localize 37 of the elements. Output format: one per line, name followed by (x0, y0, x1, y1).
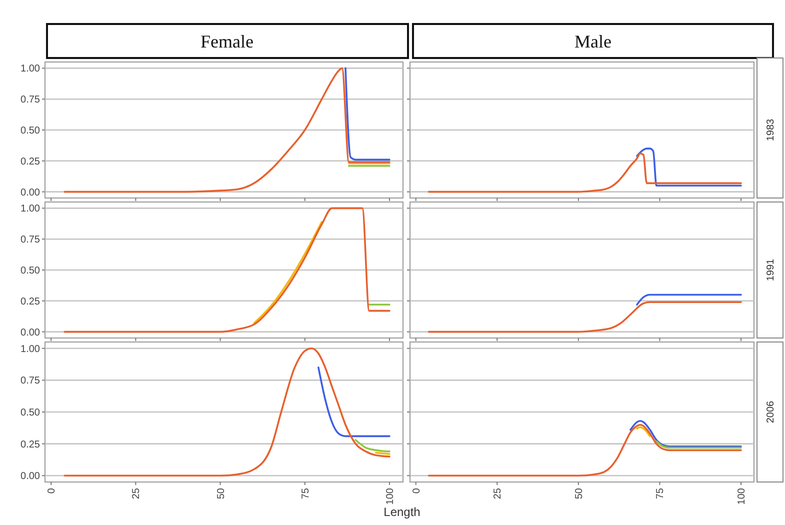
y2-axis-title: 1991 (766, 258, 776, 282)
x-tick-label: 75 (300, 488, 312, 500)
x-tick-label: 0 (411, 488, 422, 494)
y-tick-label: 1.00 (20, 344, 40, 355)
y-tick-label: 0.00 (20, 187, 40, 198)
y2-axis-title: 1983 (766, 118, 776, 142)
y-tick-label: 0.00 (20, 471, 40, 482)
line-series (354, 439, 390, 452)
y-tick-label: 0.75 (20, 94, 40, 106)
x-tick-label: 25 (131, 488, 142, 500)
x-tick-label: 100 (736, 488, 748, 505)
y-tick-label: 0.75 (20, 376, 40, 387)
x-tick-label: 0 (46, 488, 58, 494)
x-axis-title: Length (384, 505, 420, 519)
line-series (64, 347, 390, 477)
y-tick-label: 0.75 (20, 234, 40, 246)
y-tick-label: 0.25 (20, 156, 40, 168)
chart-title: Male (574, 31, 612, 52)
chart-title: Female (200, 31, 254, 52)
y2-axis-title: 2006 (766, 400, 776, 424)
y-tick-label: 0.25 (20, 439, 40, 450)
y-tick-label: 0.00 (20, 327, 40, 338)
y-tick-label: 0.50 (20, 266, 40, 276)
y-tick-label: 1.00 (20, 64, 40, 75)
x-tick-label: 100 (384, 488, 396, 505)
line-series (318, 366, 390, 438)
x-tick-label: 75 (655, 488, 666, 500)
y-tick-label: 0.25 (20, 296, 40, 308)
x-tick-label: 25 (492, 488, 504, 500)
y-tick-label: 0.50 (20, 126, 40, 136)
y-tick-label: 1.00 (20, 204, 40, 215)
line-series (64, 207, 390, 333)
x-tick-label: 50 (216, 488, 227, 500)
y-tick-label: 0.50 (20, 408, 40, 418)
line-series (253, 220, 323, 324)
x-tick-label: 50 (574, 488, 585, 500)
line-series (64, 67, 390, 193)
